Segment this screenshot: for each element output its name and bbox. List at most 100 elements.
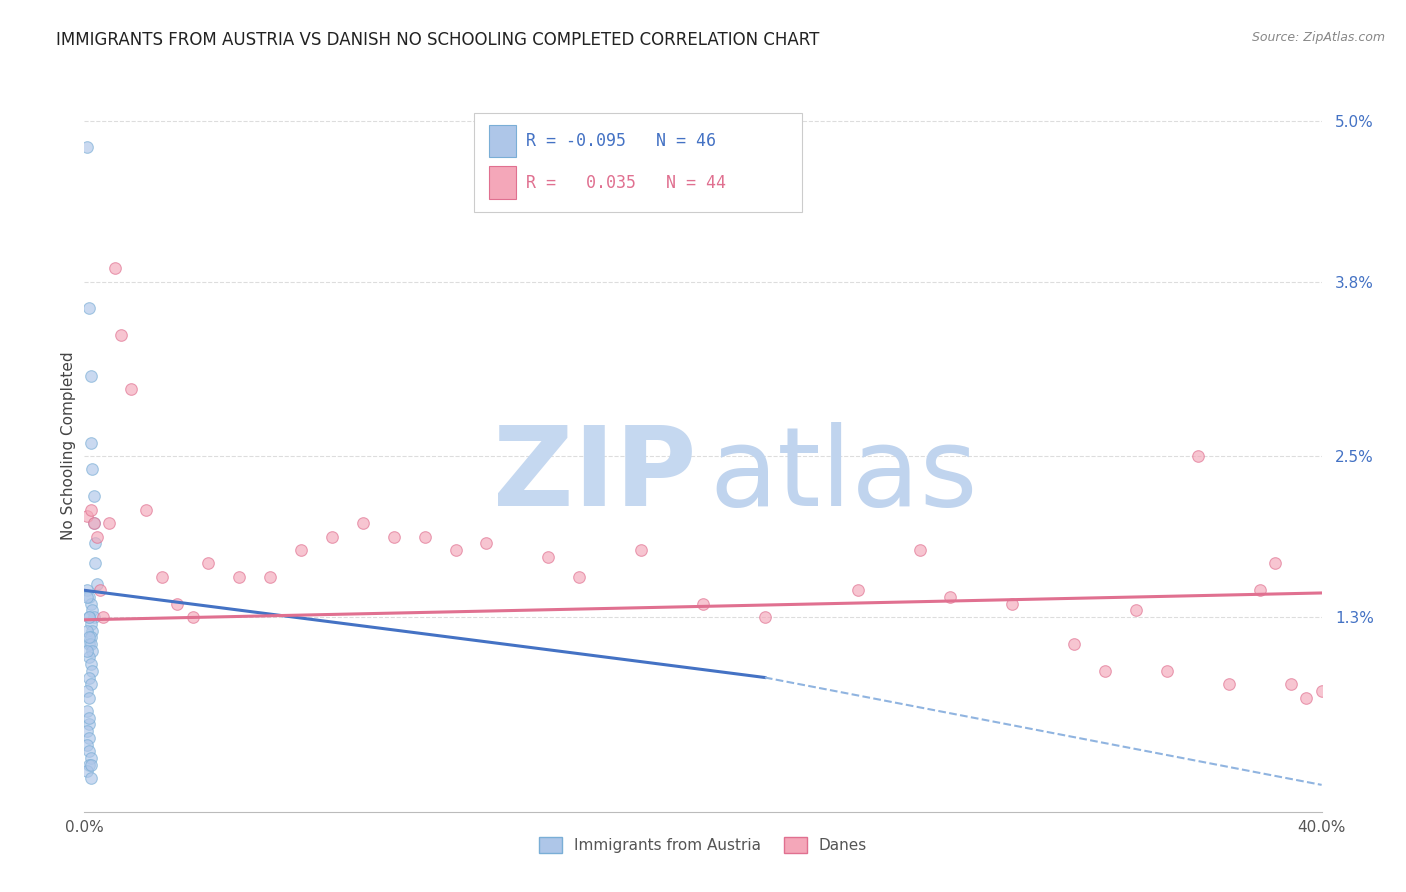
FancyBboxPatch shape — [489, 125, 516, 158]
Point — [98, 516, 121, 531]
Text: R = -0.095   N = 46: R = -0.095 N = 46 — [526, 132, 716, 150]
Point — [77, 590, 100, 604]
Point — [135, 502, 157, 516]
Point — [754, 610, 776, 624]
Point — [908, 543, 931, 558]
Point — [76, 704, 98, 718]
Point — [79, 502, 101, 516]
Point — [77, 610, 100, 624]
Point — [568, 570, 591, 584]
Point — [84, 557, 107, 571]
Point — [86, 576, 108, 591]
Point — [76, 738, 98, 752]
Point — [630, 543, 652, 558]
Point — [76, 140, 98, 154]
Point — [76, 624, 98, 638]
Point — [77, 610, 100, 624]
Point — [77, 301, 100, 316]
Point — [321, 530, 343, 544]
Point — [846, 583, 869, 598]
Point — [110, 328, 132, 343]
Point — [82, 664, 104, 678]
Legend: Immigrants from Austria, Danes: Immigrants from Austria, Danes — [533, 830, 873, 859]
Point — [1125, 603, 1147, 617]
Point — [82, 603, 104, 617]
Point — [89, 583, 111, 598]
Point — [150, 570, 173, 584]
Point — [1187, 449, 1209, 463]
Text: atlas: atlas — [709, 422, 977, 529]
Point — [692, 597, 714, 611]
Point — [290, 543, 312, 558]
Point — [84, 536, 107, 550]
Point — [91, 610, 114, 624]
Point — [382, 530, 405, 544]
Point — [79, 597, 101, 611]
Point — [77, 630, 100, 644]
Point — [82, 462, 104, 476]
Point — [197, 557, 219, 571]
Point — [77, 711, 100, 725]
Point — [79, 677, 101, 691]
Point — [79, 435, 101, 450]
Point — [76, 764, 98, 779]
Point — [537, 549, 560, 564]
Y-axis label: No Schooling Completed: No Schooling Completed — [60, 351, 76, 541]
Point — [1218, 677, 1240, 691]
Point — [79, 657, 101, 671]
Point — [120, 382, 142, 396]
Point — [259, 570, 281, 584]
Point — [77, 637, 100, 651]
Point — [76, 643, 98, 657]
Point — [1156, 664, 1178, 678]
Point — [1094, 664, 1116, 678]
Text: Source: ZipAtlas.com: Source: ZipAtlas.com — [1251, 31, 1385, 45]
Point — [77, 744, 100, 758]
Point — [79, 751, 101, 765]
Point — [83, 610, 105, 624]
Point — [1063, 637, 1085, 651]
Point — [82, 643, 104, 657]
Point — [1279, 677, 1302, 691]
Point — [76, 724, 98, 739]
Point — [77, 671, 100, 685]
Point — [413, 530, 436, 544]
Point — [77, 717, 100, 731]
Point — [77, 731, 100, 745]
Point — [79, 616, 101, 631]
Point — [939, 590, 962, 604]
Point — [1264, 557, 1286, 571]
Point — [1310, 684, 1333, 698]
Point — [86, 530, 108, 544]
Point — [79, 771, 101, 785]
Point — [76, 684, 98, 698]
Point — [77, 650, 100, 665]
Point — [181, 610, 204, 624]
Point — [77, 757, 100, 772]
Text: R =   0.035   N = 44: R = 0.035 N = 44 — [526, 174, 725, 192]
Point — [352, 516, 374, 531]
FancyBboxPatch shape — [474, 113, 801, 212]
Point — [1249, 583, 1271, 598]
Point — [76, 583, 98, 598]
Point — [83, 516, 105, 531]
Point — [82, 624, 104, 638]
Point — [79, 630, 101, 644]
Point — [76, 590, 98, 604]
Point — [166, 597, 188, 611]
Point — [76, 509, 98, 524]
Point — [79, 637, 101, 651]
Point — [77, 690, 100, 705]
Text: IMMIGRANTS FROM AUSTRIA VS DANISH NO SCHOOLING COMPLETED CORRELATION CHART: IMMIGRANTS FROM AUSTRIA VS DANISH NO SCH… — [56, 31, 820, 49]
Text: ZIP: ZIP — [494, 422, 697, 529]
Point — [79, 757, 101, 772]
Point — [475, 536, 498, 550]
Point — [104, 261, 127, 276]
Point — [228, 570, 250, 584]
Point — [444, 543, 467, 558]
Point — [83, 516, 105, 531]
Point — [1001, 597, 1024, 611]
Point — [83, 489, 105, 503]
Point — [1295, 690, 1317, 705]
Point — [79, 368, 101, 383]
